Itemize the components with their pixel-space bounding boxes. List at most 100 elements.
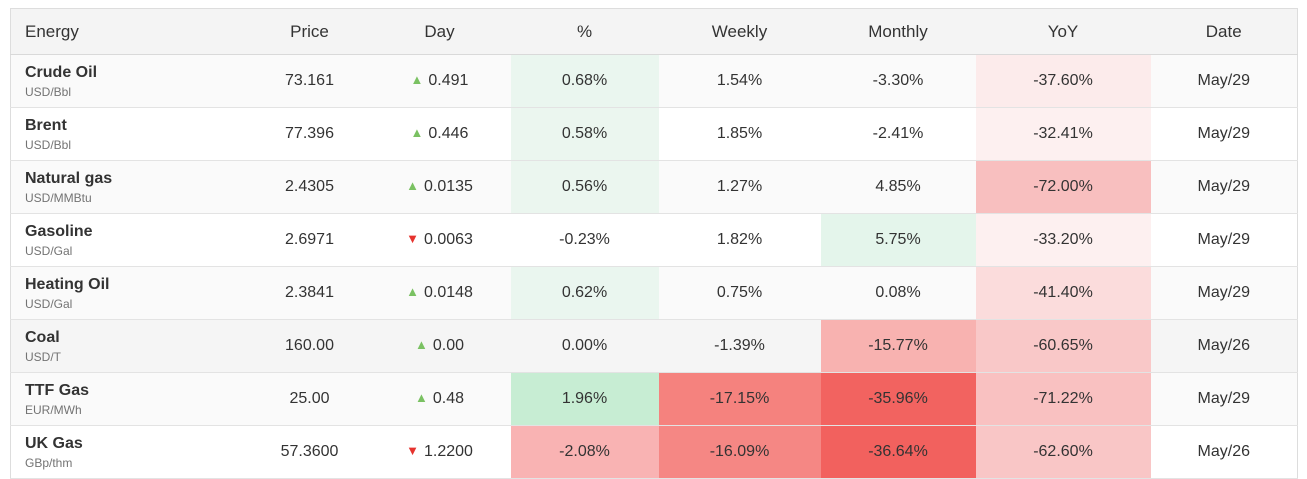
price-value: 2.3841 [250,266,369,320]
date-value: May/29 [1150,372,1298,426]
yoy-change-value: -72.00% [975,160,1151,214]
day-change-cell: ▼ 1.2200 [368,425,511,479]
pct-change-value: -2.08% [510,425,659,479]
commodity-cell-uk-gas: UK Gas GBp/thm [10,425,251,479]
monthly-change-value: 5.75% [820,213,976,267]
up-triangle-icon: ▲ [410,72,424,87]
date-value: May/26 [1150,425,1298,479]
weekly-change-value: -16.09% [658,425,821,479]
day-change-value: 1.2200 [423,443,473,460]
price-value: 77.396 [250,107,369,161]
commodity-cell-ttf-gas: TTF Gas EUR/MWh [10,372,251,426]
commodity-unit: EUR/MWh [25,402,82,417]
date-value: May/29 [1150,266,1298,320]
day-change-cell: ▲ 0.48 [368,372,511,426]
table-row-crude-oil[interactable]: Crude Oil USD/Bbl 73.161 ▲ 0.491 0.68% 1.54% -3… [10,54,1298,108]
commodity-unit: USD/Bbl [25,84,72,99]
day-change-value: 0.0148 [423,284,473,301]
column-header-monthly: Monthly [820,8,976,55]
table-row-coal[interactable]: Coal USD/T 160.00 ▲ 0.00 0.00% -1.39% -15.77% -6… [10,319,1298,373]
commodity-name-link[interactable]: Crude Oil [25,63,98,81]
yoy-change-value: -60.65% [975,319,1151,373]
table-row-uk-gas[interactable]: UK Gas GBp/thm 57.3600 ▼ 1.2200 -2.08% -16.09%… [10,425,1298,479]
column-header-day: Day [368,8,511,55]
up-triangle-icon: ▲ [410,125,424,140]
day-change-cell: ▲ 0.0148 [368,266,511,320]
table-row-gasoline[interactable]: Gasoline USD/Gal 2.6971 ▼ 0.0063 -0.23% 1.82% 5… [10,213,1298,267]
yoy-change-value: -33.20% [975,213,1151,267]
price-value: 2.6971 [250,213,369,267]
commodity-cell-heating-oil: Heating Oil USD/Gal [10,266,251,320]
monthly-change-value: -15.77% [820,319,976,373]
commodity-name-link[interactable]: UK Gas [25,434,83,452]
column-header-name: Energy [10,8,251,55]
down-triangle-icon: ▼ [406,231,419,246]
weekly-change-value: 1.85% [658,107,821,161]
column-header-price: Price [250,8,369,55]
yoy-change-value: -71.22% [975,372,1151,426]
yoy-change-value: -37.60% [975,54,1151,108]
commodity-name-link[interactable]: Heating Oil [25,275,110,293]
day-change-cell: ▼ 0.0063 [368,213,511,267]
day-change-value: 0.491 [428,72,469,89]
up-triangle-icon: ▲ [406,284,419,299]
commodity-name-link[interactable]: TTF Gas [25,381,90,399]
price-value: 25.00 [250,372,369,426]
table-row-heating-oil[interactable]: Heating Oil USD/Gal 2.3841 ▲ 0.0148 0.62% 0.75… [10,266,1298,320]
up-triangle-icon: ▲ [414,390,428,405]
monthly-change-value: 4.85% [820,160,976,214]
commodity-cell-natural-gas: Natural gas USD/MMBtu [10,160,251,214]
commodity-name-link[interactable]: Coal [25,328,60,346]
pct-change-value: 0.58% [510,107,659,161]
table-row-natural-gas[interactable]: Natural gas USD/MMBtu 2.4305 ▲ 0.0135 0.56% 1.… [10,160,1298,214]
weekly-change-value: 0.75% [658,266,821,320]
yoy-change-value: -62.60% [975,425,1151,479]
column-header-pct: % [510,8,659,55]
down-triangle-icon: ▼ [406,443,419,458]
commodity-name-link[interactable]: Gasoline [25,222,93,240]
commodity-unit: USD/MMBtu [25,190,92,205]
commodity-unit: USD/Bbl [25,137,72,152]
day-change-value: 0.446 [428,125,469,142]
monthly-change-value: -36.64% [820,425,976,479]
date-value: May/26 [1150,319,1298,373]
commodity-name-link[interactable]: Natural gas [25,169,113,187]
commodity-name-link[interactable]: Brent [25,116,67,134]
day-change-cell: ▲ 0.00 [368,319,511,373]
day-change-cell: ▲ 0.446 [368,107,511,161]
pct-change-value: 1.96% [510,372,659,426]
column-header-weekly: Weekly [658,8,821,55]
energy-prices-table: Energy Price Day% Weekly Monthly YoY Date Crud… [10,8,1298,479]
column-header-date: Date [1150,8,1298,55]
commodity-cell-gasoline: Gasoline USD/Gal [10,213,251,267]
yoy-change-value: -32.41% [975,107,1151,161]
day-change-cell: ▲ 0.0135 [368,160,511,214]
weekly-change-value: 1.54% [658,54,821,108]
price-value: 73.161 [250,54,369,108]
column-header-yoy: YoY [975,8,1151,55]
weekly-change-value: 1.27% [658,160,821,214]
commodity-cell-crude-oil: Crude Oil USD/Bbl [10,54,251,108]
monthly-change-value: -3.30% [820,54,976,108]
monthly-change-value: -2.41% [820,107,976,161]
commodity-unit: USD/T [25,349,61,364]
day-change-value: 0.00 [432,337,464,354]
price-value: 160.00 [250,319,369,373]
commodity-unit: USD/Gal [25,243,73,258]
day-change-value: 0.0063 [423,231,473,248]
monthly-change-value: 0.08% [820,266,976,320]
table-header-row: Energy Price Day% Weekly Monthly YoY Date [10,8,1298,55]
weekly-change-value: -17.15% [658,372,821,426]
day-change-value: 0.0135 [423,178,473,195]
date-value: May/29 [1150,107,1298,161]
table-row-ttf-gas[interactable]: TTF Gas EUR/MWh 25.00 ▲ 0.48 1.96% -17.15% -35.… [10,372,1298,426]
day-change-value: 0.48 [432,390,464,407]
pct-change-value: 0.00% [510,319,659,373]
price-value: 2.4305 [250,160,369,214]
pct-change-value: 0.68% [510,54,659,108]
weekly-change-value: 1.82% [658,213,821,267]
energy-prices-panel: Energy Price Day% Weekly Monthly YoY Date Crud… [10,8,1298,479]
up-triangle-icon: ▲ [406,178,419,193]
date-value: May/29 [1150,213,1298,267]
table-row-brent[interactable]: Brent USD/Bbl 77.396 ▲ 0.446 0.58% 1.85% -2.41%… [10,107,1298,161]
